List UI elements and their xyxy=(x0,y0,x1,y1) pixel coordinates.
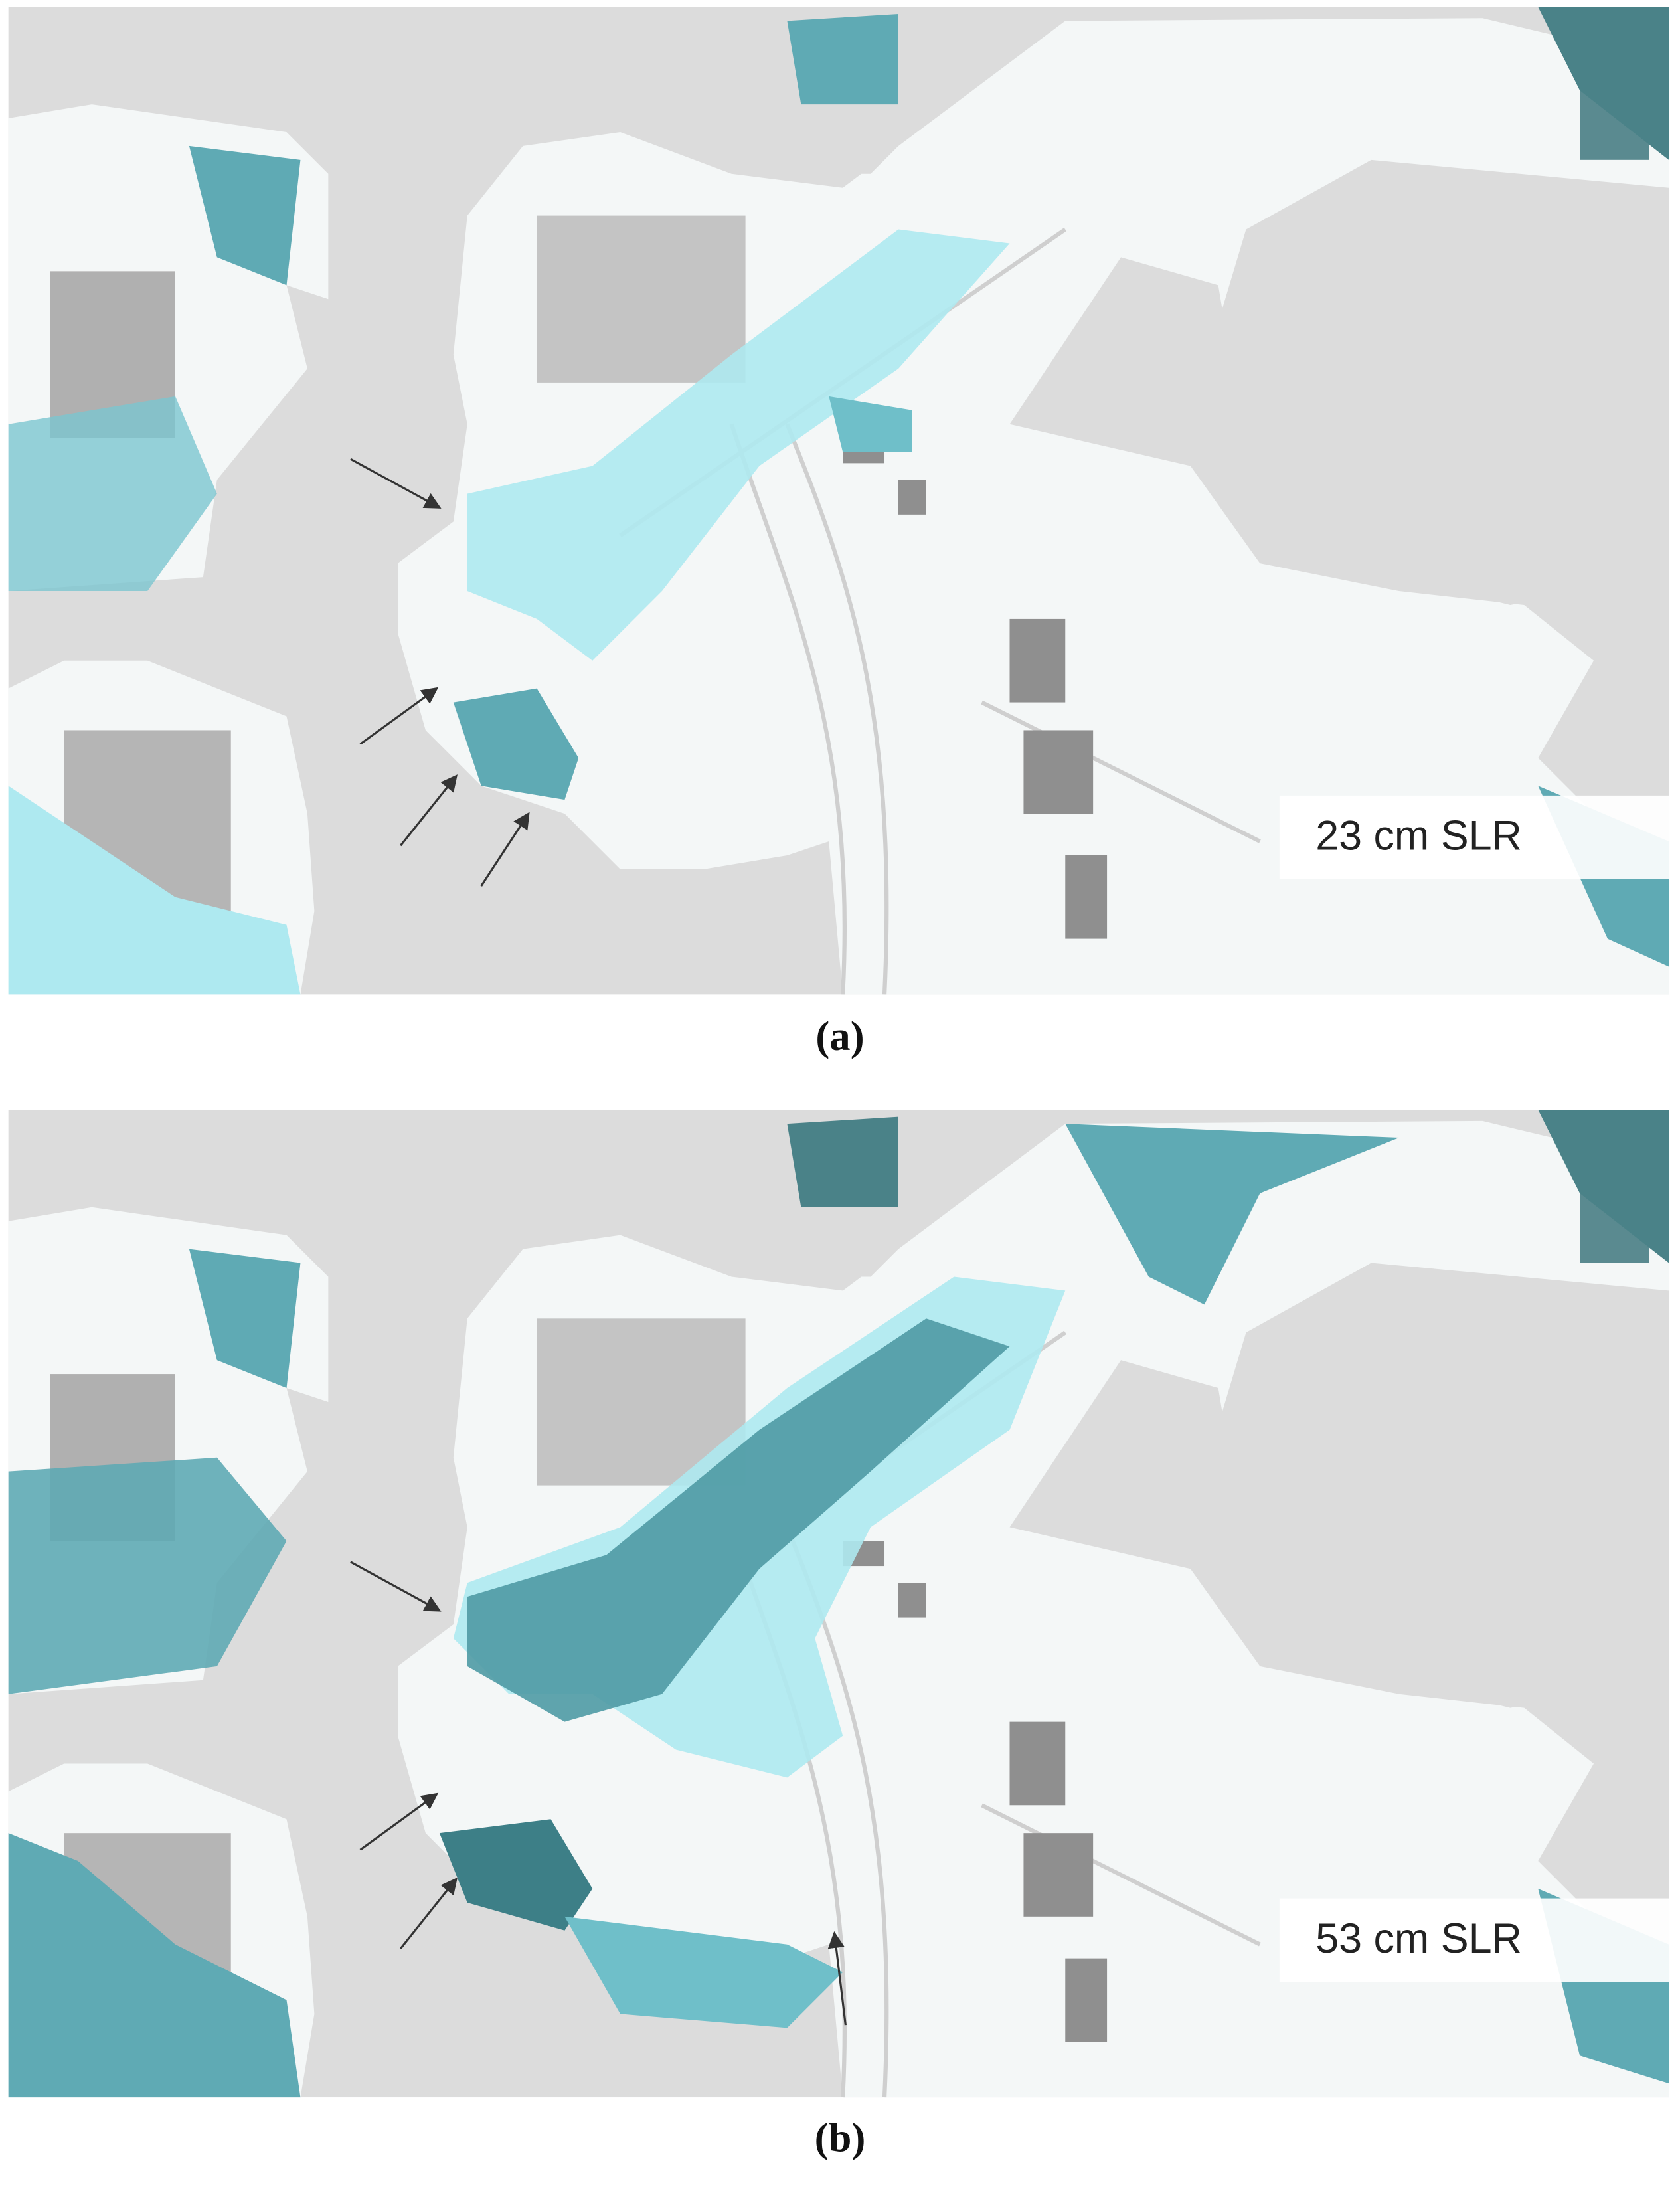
panel-caption: (b) xyxy=(815,2115,866,2161)
panel-caption: (a) xyxy=(815,1013,864,1059)
panel-label: 53 cm SLR xyxy=(1315,1915,1522,1962)
map-panel: 53 cm SLR xyxy=(9,1110,1669,2097)
label-box xyxy=(1279,795,1669,879)
panel-label: 23 cm SLR xyxy=(1315,812,1522,859)
label-box xyxy=(1279,1898,1669,1982)
map-panel: 23 cm SLR xyxy=(9,7,1669,994)
